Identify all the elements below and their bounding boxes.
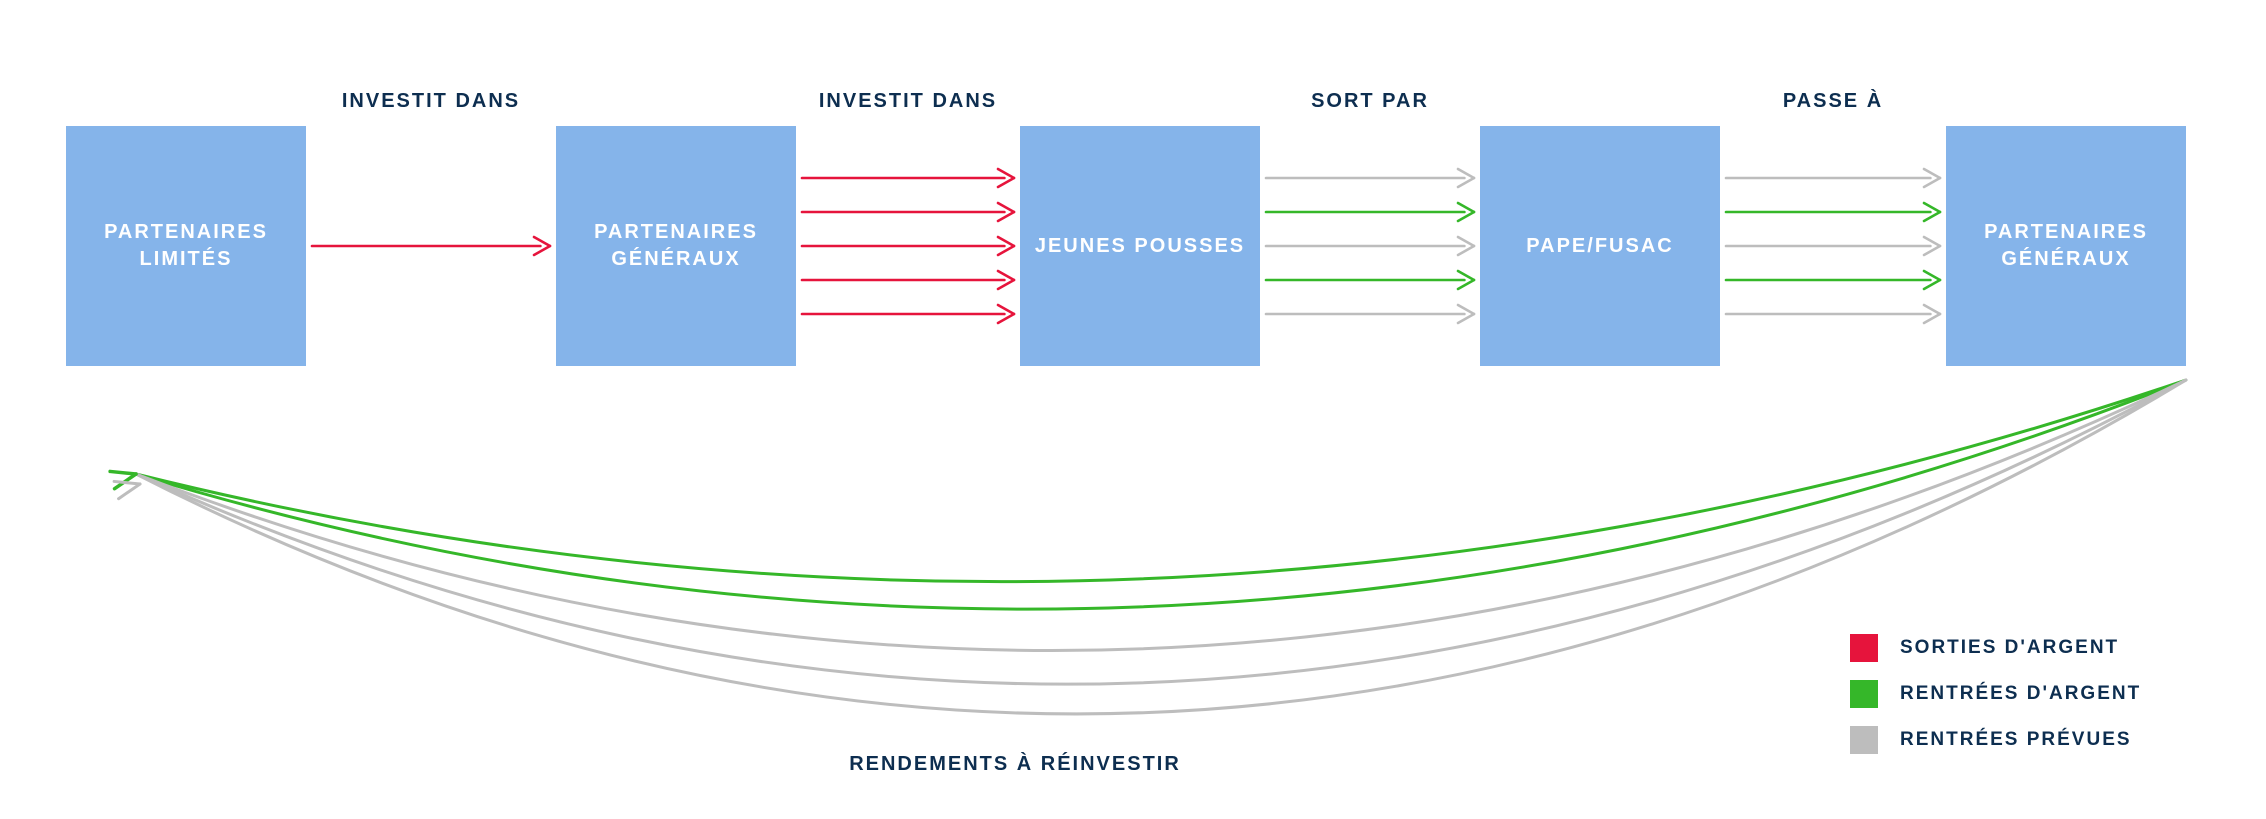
edge-label-l1: INVESTIT DANS [301, 90, 561, 113]
arrow-icon [1726, 169, 1940, 187]
return-arc [136, 380, 2186, 582]
arrow-icon [1726, 305, 1940, 323]
arrow-icon [1266, 203, 1474, 221]
arrow-icon [802, 305, 1014, 323]
arrow-icon [802, 203, 1014, 221]
return-arrowhead-icon [115, 474, 136, 489]
diagram-stage: PARTENAIRES LIMITÉS PARTENAIRES GÉNÉRAUX J… [0, 0, 2266, 819]
arrow-icon [312, 237, 550, 255]
legend-text: SORTIES D'ARGENT [1900, 637, 2119, 659]
arrow-icon [802, 169, 1014, 187]
return-arrowhead-icon [114, 481, 140, 484]
return-label: RENDEMENTS À RÉINVESTIR [815, 753, 1215, 776]
legend-text: RENTRÉES D'ARGENT [1900, 683, 2141, 705]
legend-swatch-icon [1850, 634, 1878, 662]
legend-item: RENTRÉES PRÉVUES [1850, 726, 2141, 754]
legend-swatch-icon [1850, 680, 1878, 708]
legend-swatch-icon [1850, 726, 1878, 754]
legend-text: RENTRÉES PRÉVUES [1900, 729, 2132, 751]
arrow-icon [1266, 237, 1474, 255]
return-arc [136, 380, 2186, 650]
arrow-icon [1726, 237, 1940, 255]
return-arc [136, 380, 2186, 609]
arrow-icon [1266, 305, 1474, 323]
return-arrowhead-icon [119, 484, 140, 499]
flow-box-b4: PAPE/FUSAC [1480, 126, 1720, 366]
flow-box-b2: PARTENAIRES GÉNÉRAUX [556, 126, 796, 366]
edge-label-l4: PASSE À [1703, 90, 1963, 113]
arrow-icon [1726, 271, 1940, 289]
legend: SORTIES D'ARGENT RENTRÉES D'ARGENT RENTRÉE… [1850, 634, 2141, 772]
arrow-icon [802, 271, 1014, 289]
flow-box-b3: JEUNES POUSSES [1020, 126, 1260, 366]
legend-item: RENTRÉES D'ARGENT [1850, 680, 2141, 708]
return-arrowhead-icon [110, 471, 136, 474]
arrow-icon [1266, 271, 1474, 289]
flow-box-b1: PARTENAIRES LIMITÉS [66, 126, 306, 366]
edge-label-l2: INVESTIT DANS [778, 90, 1038, 113]
arrow-icon [1726, 203, 1940, 221]
edge-label-l3: SORT PAR [1240, 90, 1500, 113]
arrow-icon [1266, 169, 1474, 187]
legend-item: SORTIES D'ARGENT [1850, 634, 2141, 662]
arrow-icon [802, 237, 1014, 255]
flow-box-b5: PARTENAIRES GÉNÉRAUX [1946, 126, 2186, 366]
